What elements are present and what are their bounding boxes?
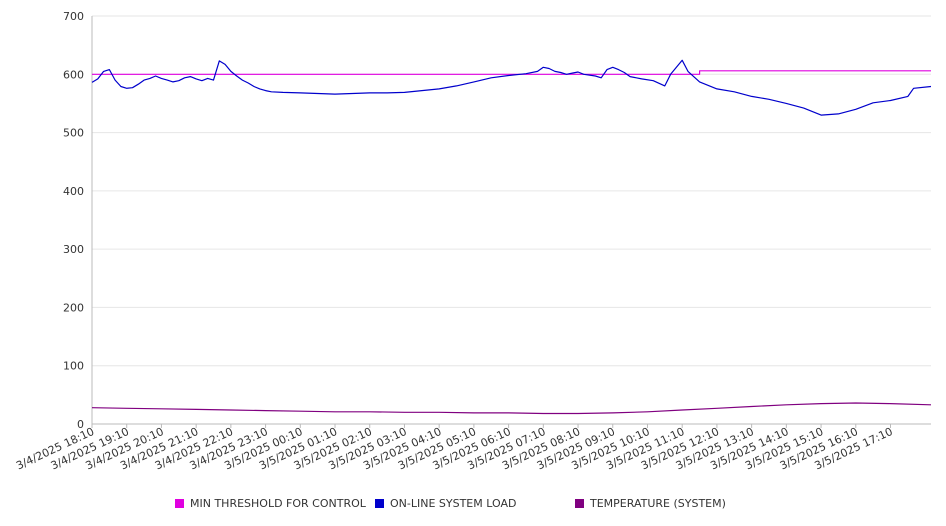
series-line-temperature	[91, 402, 932, 415]
y-axis-ticks: 0 100 200 300 400 500 600 700	[63, 10, 84, 431]
y-tick-label-0: 0	[77, 418, 84, 431]
legend-swatch-temperature	[575, 499, 584, 508]
legend-item-temperature[interactable]: TEMPERATURE (SYSTEM)	[575, 497, 726, 510]
legend-item-min-threshold[interactable]: MIN THRESHOLD FOR CONTROL	[175, 497, 366, 510]
legend-swatch-min-threshold	[175, 499, 184, 508]
legend-item-system-load[interactable]: ON-LINE SYSTEM LOAD	[375, 497, 516, 510]
series-lines	[91, 59, 932, 415]
chart-legend: MIN THRESHOLD FOR CONTROL ON-LINE SYSTEM…	[0, 497, 946, 515]
legend-label-min-threshold: MIN THRESHOLD FOR CONTROL	[190, 497, 366, 510]
legend-label-temperature: TEMPERATURE (SYSTEM)	[590, 497, 726, 510]
legend-label-system-load: ON-LINE SYSTEM LOAD	[390, 497, 517, 510]
series-line-system-load	[91, 59, 932, 116]
x-axis-ticks: 3/4/2025 18:103/4/2025 19:103/4/2025 20:…	[14, 424, 895, 472]
y-tick-label-700: 700	[63, 10, 84, 23]
y-tick-label-200: 200	[63, 301, 84, 314]
y-tick-label-500: 500	[63, 127, 84, 140]
series-line-min-threshold	[92, 70, 931, 75]
legend-swatch-system-load	[375, 499, 384, 508]
y-tick-label-400: 400	[63, 185, 84, 198]
y-tick-label-300: 300	[63, 243, 84, 256]
chart-axes	[91, 16, 931, 425]
grid-lines	[92, 15, 931, 425]
y-tick-label-600: 600	[63, 68, 84, 81]
y-tick-label-100: 100	[63, 360, 84, 373]
